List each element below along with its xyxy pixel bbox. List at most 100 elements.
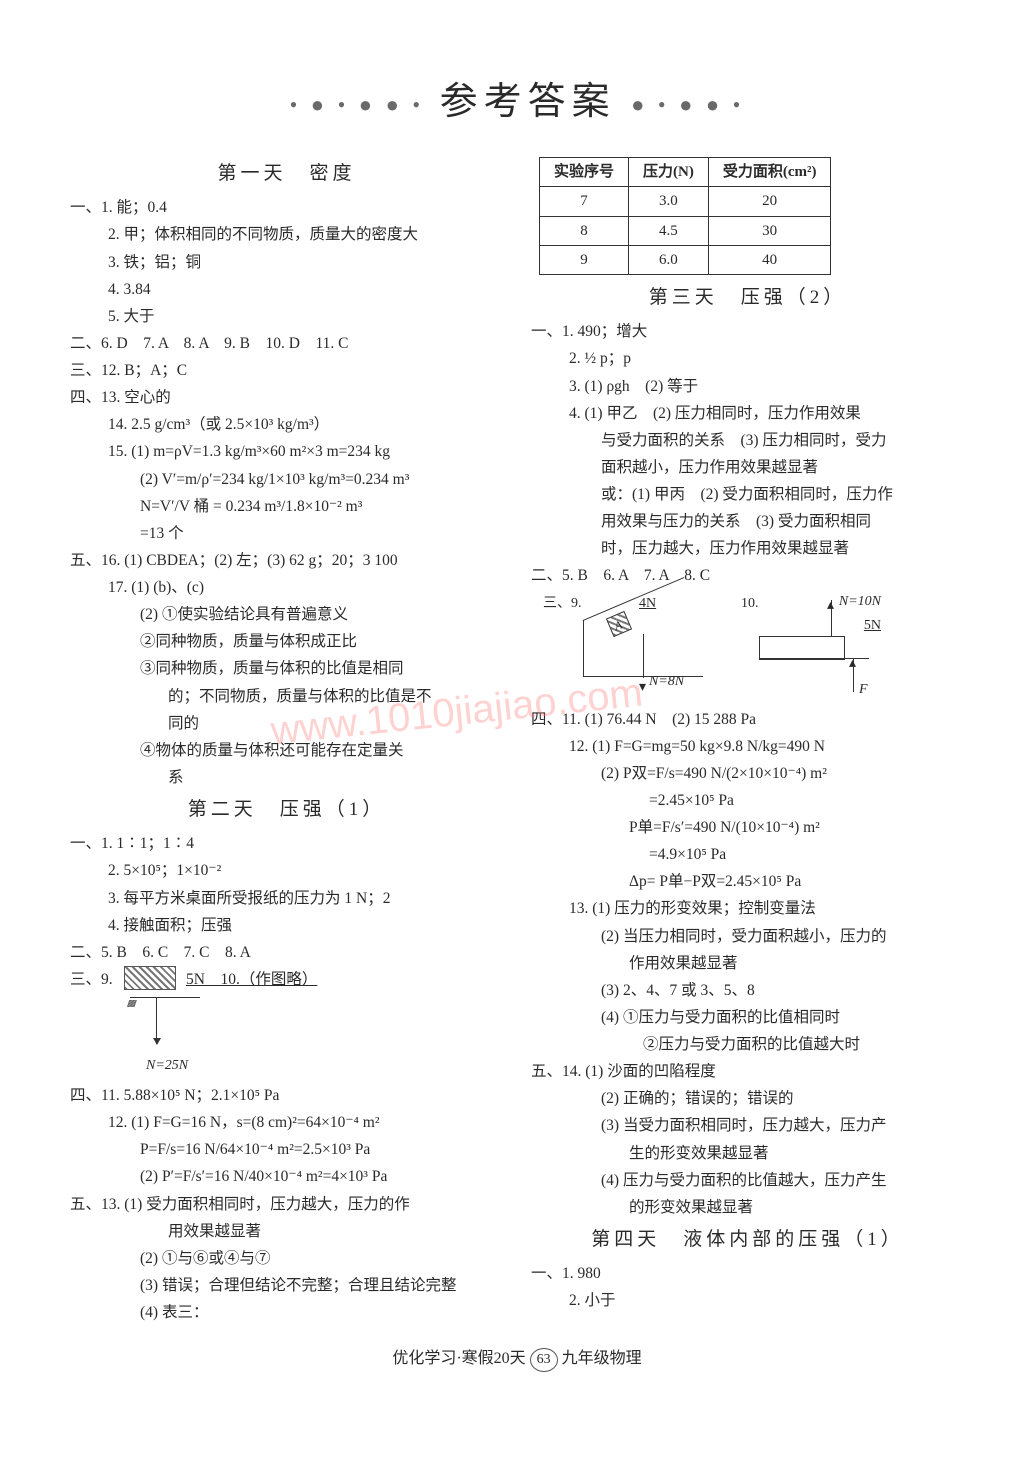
table-header: 压力(N)	[629, 158, 709, 187]
ans-label: 10.	[741, 592, 759, 617]
ans-line: 三、12. B；A；C	[70, 357, 503, 384]
day2-heading: 第二天 压强（1）	[70, 793, 503, 826]
force-label: 5N	[864, 614, 881, 639]
ans-line: 面积越小，压力作用效果越显著	[531, 454, 964, 481]
ans-line: 与受力面积的关系 (3) 压力相同时，受力	[531, 427, 964, 454]
ans-line: (4) 压力与受力面积的比值越大，压力产生	[531, 1167, 964, 1194]
ans-line: 15. (1) m=ρV=1.3 kg/m³×60 m²×3 m=234 kg	[70, 438, 503, 465]
right-column: 实验序号 压力(N) 受力面积(cm²) 7 3.0 20 8 4.5 30 9…	[531, 155, 964, 1326]
ans-line: 5. 大于	[70, 303, 503, 330]
day1-heading: 第一天 密度	[70, 157, 503, 190]
ans-line: 同的	[70, 710, 503, 737]
page-title: • ● • ● ● • 参考答案 ● • ● ● •	[70, 70, 964, 125]
ans-line: (2) P双=F/s=490 N/(2×10×10⁻⁴) m²	[531, 760, 964, 787]
ans-line: 用效果越显著	[70, 1218, 503, 1245]
ans-line: 五、14. (1) 沙面的凹陷程度	[531, 1058, 964, 1085]
ans-line: Δp= P单−P双=2.45×10⁵ Pa	[531, 868, 964, 895]
ans-line: =2.45×10⁵ Pa	[531, 787, 964, 814]
footer-left: 优化学习·寒假20天	[392, 1350, 525, 1367]
table-row: 8 4.5 30	[540, 216, 831, 245]
page-number: 63	[530, 1348, 558, 1372]
ans-line: ③同种物质，质量与体积的比值是相同	[70, 655, 503, 682]
ans-line: ②压力与受力面积的比值越大时	[531, 1031, 964, 1058]
ans-line: 时，压力越大，压力作用效果越显著	[531, 535, 964, 562]
ans-line: (3) 2、4、7 或 3、5、8	[531, 977, 964, 1004]
ans-line: 4. (1) 甲乙 (2) 压力相同时，压力作用效果	[531, 400, 964, 427]
ans-line: 一、1. 980	[531, 1260, 964, 1287]
ans-line: 用效果与压力的关系 (3) 受力面积相同	[531, 508, 964, 535]
table-cell: 7	[540, 187, 629, 216]
ans-line: 17. (1) (b)、(c)	[70, 574, 503, 601]
q9-row: 三、9. 5N 10.（作图略）	[70, 966, 503, 993]
ans-line: (3) 错误；合理但结论不完整；合理且结论完整	[70, 1272, 503, 1299]
table-header: 实验序号	[540, 158, 629, 187]
ans-line: 五、16. (1) CBDEA；(2) 左；(3) 62 g；20；3 100	[70, 547, 503, 574]
ans-line: 四、11. (1) 76.44 N (2) 15 288 Pa	[531, 706, 964, 733]
ans-line: ④物体的质量与体积还可能存在定量关	[70, 737, 503, 764]
ans-line: 4. 3.84	[70, 276, 503, 303]
ans-line: (2) P′=F/s′=16 N/40×10⁻⁴ m²=4×10³ Pa	[70, 1163, 503, 1190]
fig-right: 10. N=10N 5N ▴ ▴ F	[741, 592, 881, 702]
ans-line: 五、13. (1) 受力面积相同时，压力越大，压力的作	[70, 1191, 503, 1218]
ans-line: 作用效果越显著	[531, 950, 964, 977]
q9-q10-diagrams: 三、9. 4N A ▾ N=8N 10. N=10N 5N	[543, 592, 964, 702]
ans-line: 3. (1) ρgh (2) 等于	[531, 373, 964, 400]
ans-line: 四、11. 5.88×10⁵ N；2.1×10⁵ Pa	[70, 1082, 503, 1109]
footer-right: 九年级物理	[562, 1350, 642, 1367]
ans-line: N=25N	[146, 1058, 188, 1073]
ans-line: 一、1. 能；0.4	[70, 194, 503, 221]
table-cell: 3.0	[629, 187, 709, 216]
ans-label: 三、9.	[543, 592, 582, 617]
decor-dots-right: ● • ● ● •	[631, 92, 744, 118]
ans-line: 二、6. D 7. A 8. A 9. B 10. D 11. C	[70, 330, 503, 357]
table-cell: 40	[708, 245, 831, 274]
ans-line: 系	[70, 764, 503, 791]
ans-line: N=V′/V 桶 = 0.234 m³/1.8×10⁻² m³	[70, 493, 503, 520]
ans-line: 12. (1) F=G=16 N，s=(8 cm)²=64×10⁻⁴ m²	[70, 1109, 503, 1136]
table-cell: 9	[540, 245, 629, 274]
day3-heading: 第三天 压强（2）	[531, 281, 964, 314]
two-columns: 第一天 密度 一、1. 能；0.4 2. 甲；体积相同的不同物质，质量大的密度大…	[70, 155, 964, 1326]
ans-line: =13 个	[70, 520, 503, 547]
ans-line: 3. 铁；铝；铜	[70, 249, 503, 276]
ans-line: 2. 5×10⁵；1×10⁻²	[70, 857, 503, 884]
day4-heading: 第四天 液体内部的压强（1）	[531, 1223, 964, 1256]
table-cell: 30	[708, 216, 831, 245]
decor-dots-left: • ● • ● ● •	[290, 92, 424, 118]
q9-block-icon	[124, 966, 176, 990]
table-row: 7 3.0 20	[540, 187, 831, 216]
force-label: N=8N	[649, 670, 684, 695]
ans-line: (2) ①使实验结论具有普遍意义	[70, 601, 503, 628]
page-root: www.1010jiajiao.com • ● • ● ● • 参考答案 ● •…	[0, 0, 1024, 1392]
table-header: 受力面积(cm²)	[708, 158, 831, 187]
ans-line: 四、13. 空心的	[70, 384, 503, 411]
ans-line: 的形变效果越显著	[531, 1194, 964, 1221]
left-column: 第一天 密度 一、1. 能；0.4 2. 甲；体积相同的不同物质，质量大的密度大…	[70, 155, 503, 1326]
table-cell: 20	[708, 187, 831, 216]
ans-line: 2. 甲；体积相同的不同物质，质量大的密度大	[70, 221, 503, 248]
force-label: N=10N	[839, 590, 881, 615]
ans-line: P单=F/s′=490 N/(10×10⁻⁴) m²	[531, 814, 964, 841]
ans-line: (4) 表三：	[70, 1299, 503, 1326]
arrow-down-icon	[156, 998, 157, 1044]
ans-line: 14. 2.5 g/cm³（或 2.5×10³ kg/m³）	[70, 411, 503, 438]
ans-line: P=F/s=16 N/64×10⁻⁴ m²=2.5×10³ Pa	[70, 1136, 503, 1163]
ans-line: 2. 小于	[531, 1287, 964, 1314]
ans-line: (4) ①压力与受力面积的比值相同时	[531, 1004, 964, 1031]
ans-line: 12. (1) F=G=mg=50 kg×9.8 N/kg=490 N	[531, 733, 964, 760]
ans-line: 3. 每平方米桌面所受报纸的压力为 1 N；2	[70, 885, 503, 912]
ans-line: 2. ½ p；p	[531, 345, 964, 372]
page-footer: 优化学习·寒假20天 63 九年级物理	[70, 1344, 964, 1372]
ans-line: (2) 当压力相同时，受力面积越小，压力的	[531, 923, 964, 950]
table-cell: 4.5	[629, 216, 709, 245]
ans-line: 的；不同物质，质量与体积的比值是不	[70, 683, 503, 710]
ans-line: 5N 10.（作图略）	[186, 966, 317, 993]
table-row: 实验序号 压力(N) 受力面积(cm²)	[540, 158, 831, 187]
ans-line: 二、5. B 6. C 7. C 8. A	[70, 939, 503, 966]
q9-diagram: ////////// N=25N	[130, 997, 503, 1078]
title-text: 参考答案	[440, 81, 616, 123]
ans-line: (2) 正确的；错误的；错误的	[531, 1085, 964, 1112]
ans-line: 一、1. 490；增大	[531, 318, 964, 345]
force-label: F	[859, 678, 868, 703]
ans-line: (2) V′=m/ρ′=234 kg/1×10³ kg/m³=0.234 m³	[70, 466, 503, 493]
